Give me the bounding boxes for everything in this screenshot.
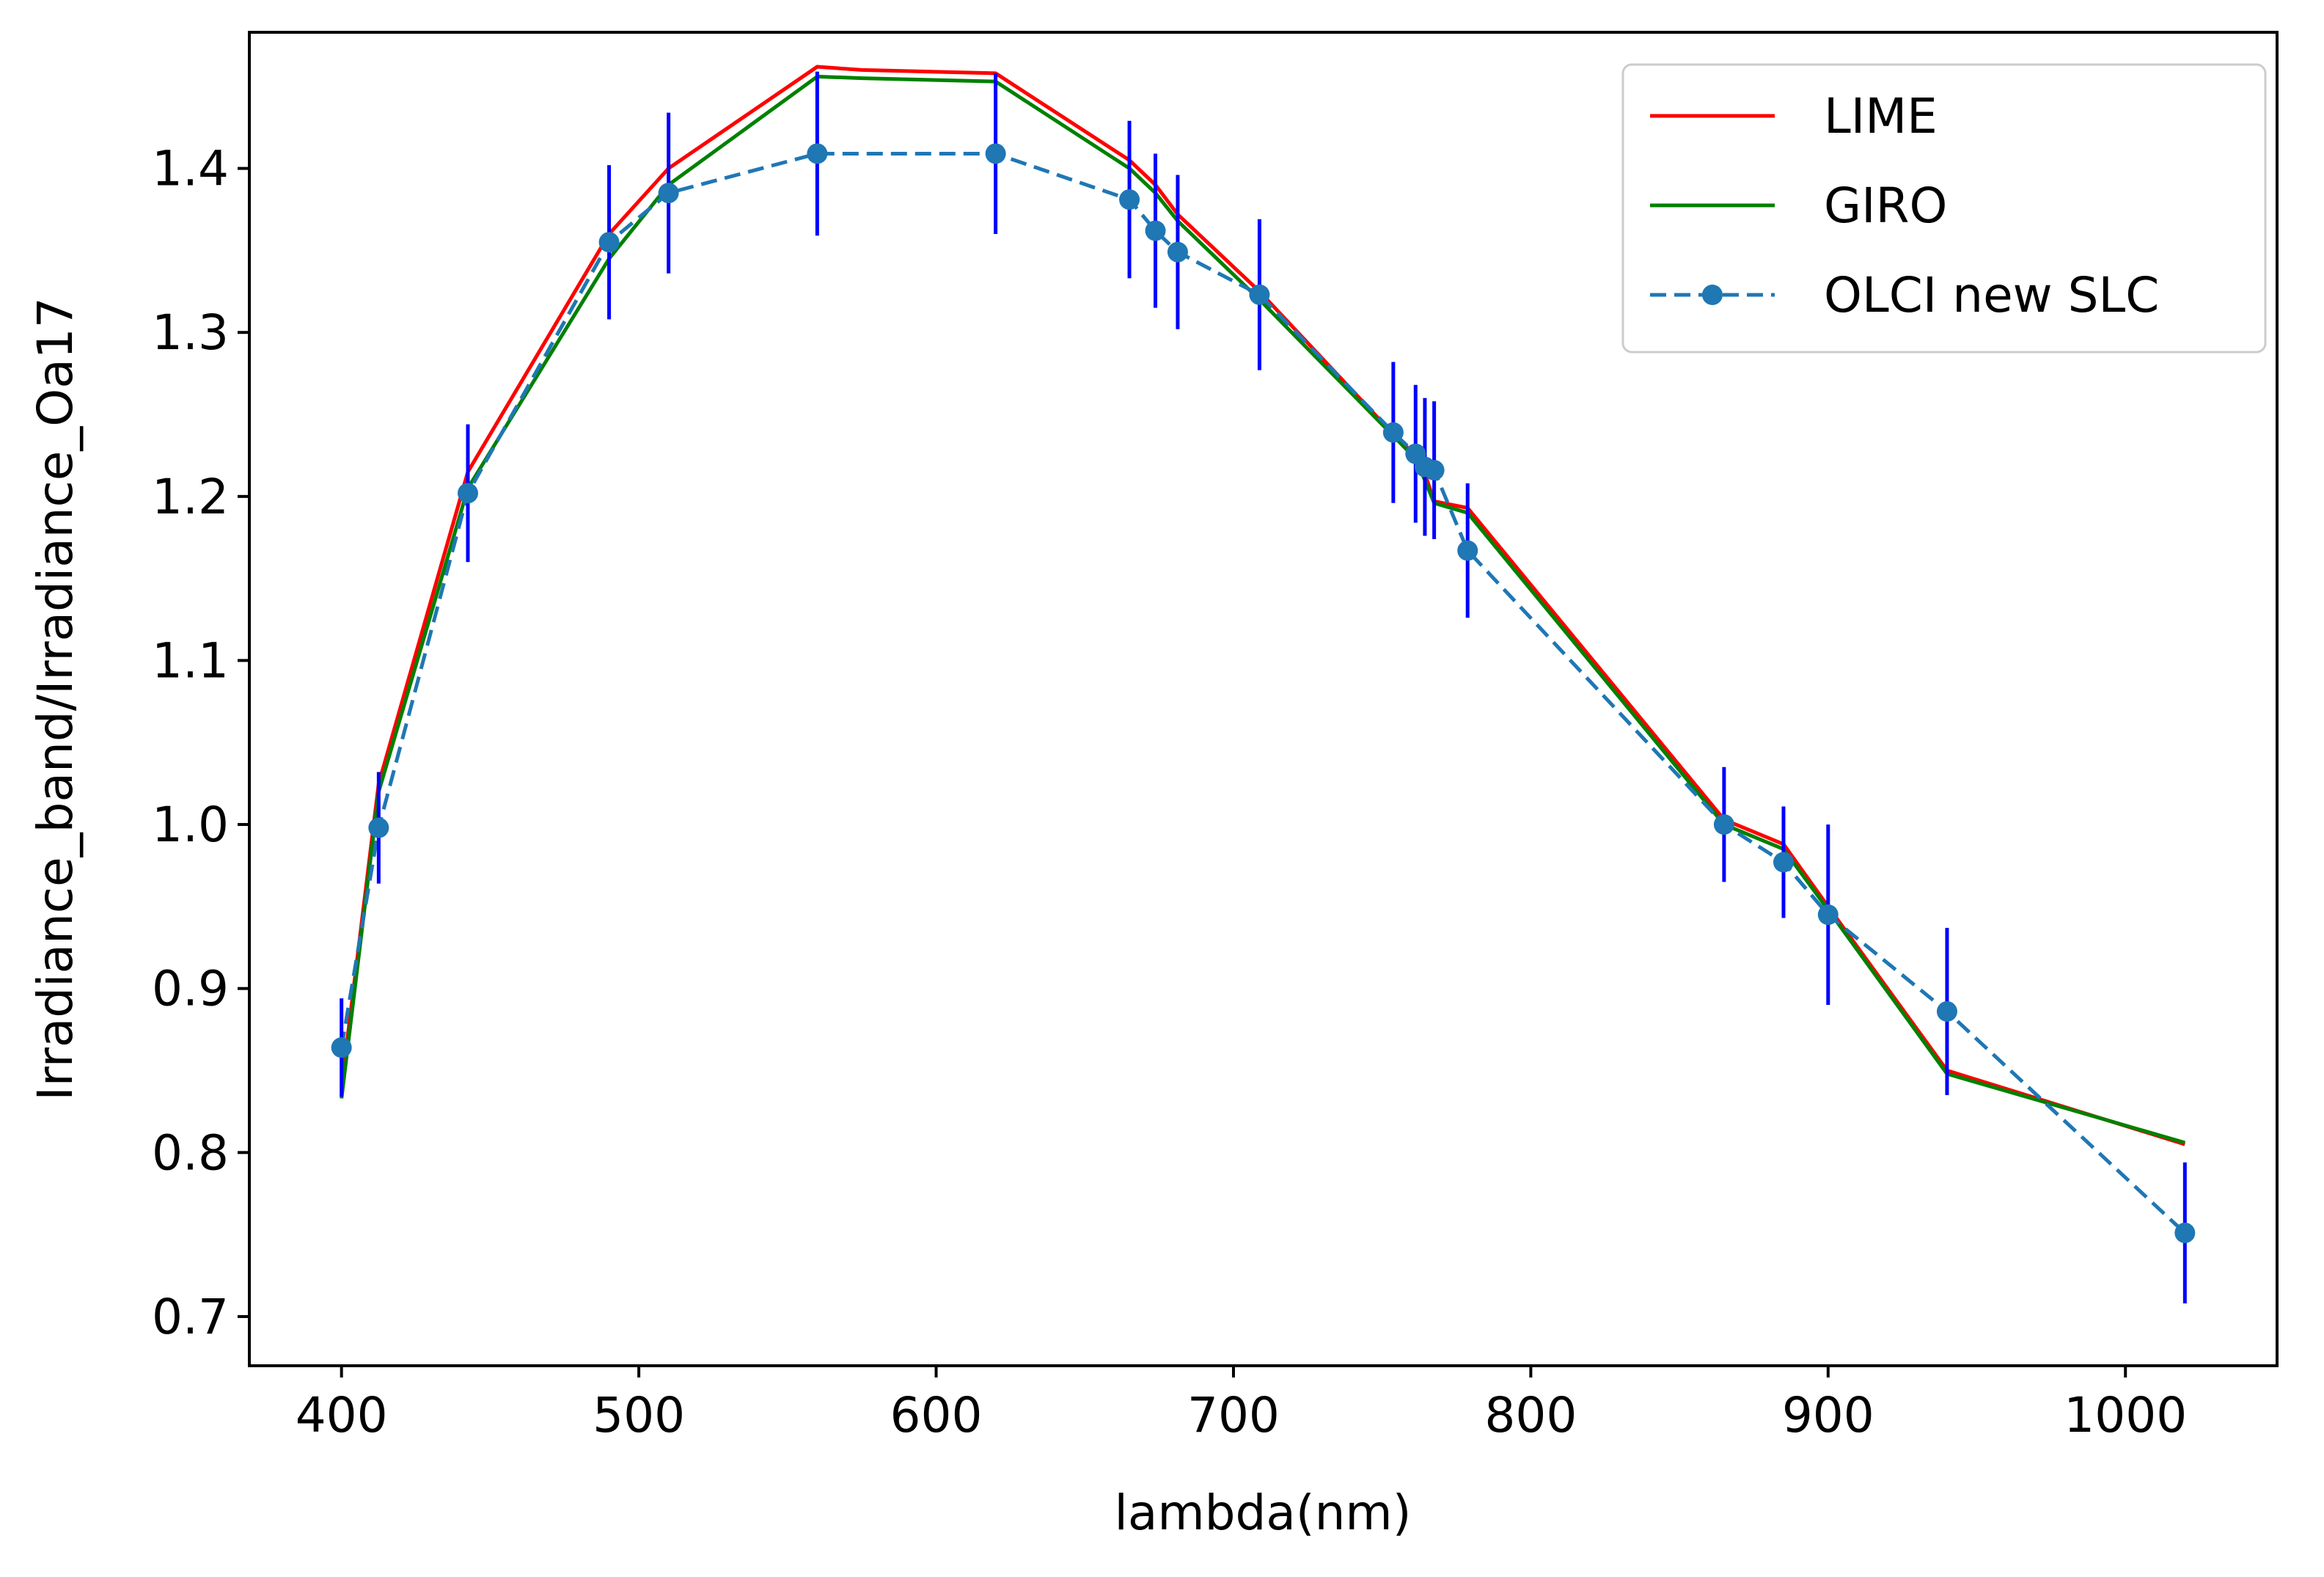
y-tick-label: 1.3 [152, 304, 229, 361]
x-axis: 400 500 600 700 800 900 1000 [296, 1366, 2187, 1444]
y-tick-label: 0.8 [152, 1124, 229, 1181]
series-line-giro [340, 74, 2185, 1145]
legend: LIME GIRO OLCI new SLC [1621, 63, 2267, 354]
x-tick-label: 900 [1782, 1387, 1874, 1444]
y-tick-label: 0.7 [152, 1289, 229, 1345]
data-point [658, 183, 679, 204]
plot-frame [248, 31, 2279, 1367]
legend-marker-olci [1702, 285, 1723, 305]
data-point [1773, 852, 1794, 873]
data-point [2174, 1222, 2196, 1243]
x-tick-label: 800 [1484, 1387, 1577, 1444]
y-tick-label: 0.9 [152, 961, 229, 1017]
data-point [1119, 189, 1140, 211]
data-point [1713, 814, 1734, 835]
x-tick-label: 600 [890, 1387, 983, 1444]
data-point [331, 1037, 352, 1058]
x-tick-label: 700 [1187, 1387, 1280, 1444]
data-point [457, 483, 478, 504]
x-tick-label: 500 [593, 1387, 685, 1444]
series-line-olci-new-slc [340, 152, 2187, 1234]
y-axis: 0.7 0.8 0.9 1.0 1.1 1.2 1.3 1.4 [152, 141, 249, 1345]
y-tick-label: 1.4 [152, 141, 229, 197]
data-point [368, 817, 389, 838]
y-tick-label: 1.1 [152, 632, 229, 689]
legend-label-olci: OLCI new SLC [1824, 267, 2159, 323]
data-point [1167, 241, 1188, 263]
data-point [1817, 904, 1839, 926]
data-point [1382, 422, 1404, 443]
legend-box [1621, 63, 2267, 354]
data-point [598, 232, 620, 253]
data-point [985, 143, 1006, 164]
legend-label-lime: LIME [1824, 88, 1938, 144]
data-point [1457, 540, 1478, 561]
data-point [807, 143, 828, 164]
data-point [1423, 460, 1445, 481]
x-tick-label: 1000 [2064, 1387, 2187, 1444]
y-axis-label: Irradiance_band/Irradiance_Oa17 [27, 297, 84, 1101]
legend-label-giro: GIRO [1824, 178, 1947, 234]
data-point [1936, 1000, 1957, 1022]
x-axis-label: lambda(nm) [1115, 1485, 1412, 1541]
series-line-lime [340, 65, 2186, 1146]
x-tick-label: 400 [296, 1387, 388, 1444]
y-tick-label: 1.2 [152, 469, 229, 525]
plot-area [331, 65, 2196, 1304]
data-point [1145, 220, 1166, 241]
y-tick-label: 1.0 [152, 797, 229, 853]
data-point [1249, 284, 1270, 305]
